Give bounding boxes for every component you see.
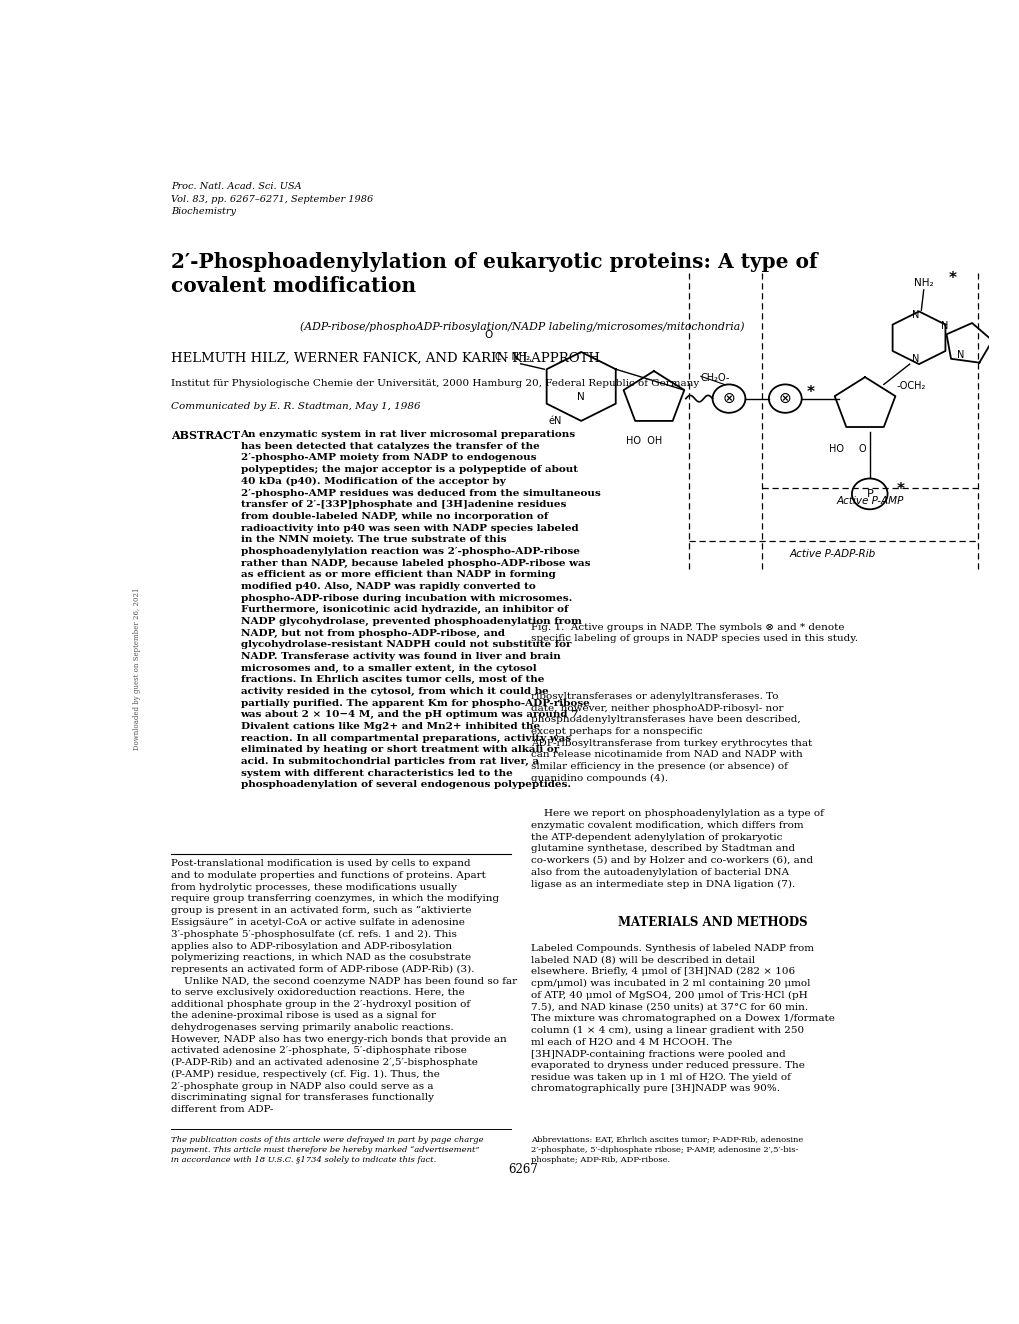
Text: *: * — [896, 482, 904, 498]
Text: Proc. Natl. Acad. Sci. USA
Vol. 83, pp. 6267–6271, September 1986
Biochemistry: Proc. Natl. Acad. Sci. USA Vol. 83, pp. … — [171, 183, 373, 216]
Text: *: * — [806, 385, 814, 400]
Text: N: N — [956, 350, 963, 360]
Text: N: N — [911, 354, 918, 364]
Text: ⊗: ⊗ — [721, 391, 735, 406]
Text: HO  OH: HO OH — [626, 436, 662, 446]
Text: ribosyltransferases or adenylyltransferases. To
date, however, neither phosphoAD: ribosyltransferases or adenylyltransfera… — [530, 692, 811, 782]
Text: MATERIALS AND METHODS: MATERIALS AND METHODS — [618, 916, 806, 929]
Text: N: N — [941, 322, 948, 331]
Text: O: O — [858, 445, 866, 454]
Text: HO: HO — [828, 445, 844, 454]
Text: An enzymatic system in rat liver microsomal preparations
has been detected that : An enzymatic system in rat liver microso… — [240, 430, 600, 789]
Text: Abbreviations: EAT, Ehrlich ascites tumor; P-ADP-Rib, adenosine
2′-phosphate, 5′: Abbreviations: EAT, Ehrlich ascites tumo… — [530, 1136, 802, 1164]
Text: Post-translational modification is used by cells to expand
and to modulate prope: Post-translational modification is used … — [171, 859, 498, 974]
Text: Communicated by E. R. Stadtman, May 1, 1986: Communicated by E. R. Stadtman, May 1, 1… — [171, 401, 420, 410]
Text: Unlike NAD, the second coenzyme NADP has been found so far
to serve exclusively : Unlike NAD, the second coenzyme NADP has… — [171, 977, 517, 1113]
Text: P: P — [865, 489, 872, 499]
Text: 6267: 6267 — [507, 1162, 537, 1176]
Text: O: O — [483, 330, 491, 340]
Text: NH₂: NH₂ — [913, 278, 932, 289]
Text: Labeled Compounds. Synthesis of labeled NADP from
labeled NAD (8) will be descri: Labeled Compounds. Synthesis of labeled … — [530, 944, 834, 1094]
Text: éN: éN — [548, 416, 561, 426]
Text: HELMUTH HILZ, WERNER FANICK, AND KARIN KLAPPROTH: HELMUTH HILZ, WERNER FANICK, AND KARIN K… — [171, 352, 599, 364]
Text: C - NH₂: C - NH₂ — [494, 352, 530, 361]
Text: 2′-Phosphoadenylylation of eukaryotic proteins: A type of
covalent modification: 2′-Phosphoadenylylation of eukaryotic pr… — [171, 252, 817, 295]
Text: Institut für Physiologische Chemie der Universität, 2000 Hamburg 20, Federal Rep: Institut für Physiologische Chemie der U… — [171, 379, 699, 388]
Text: ⊗: ⊗ — [779, 391, 791, 406]
Text: -OCH₂: -OCH₂ — [896, 381, 925, 392]
Text: Here we report on phosphoadenylylation as a type of
enzymatic covalent modificat: Here we report on phosphoadenylylation a… — [530, 809, 822, 888]
Text: N: N — [577, 392, 585, 401]
Text: *: * — [948, 271, 956, 286]
Text: The publication costs of this article were defrayed in part by page charge
payme: The publication costs of this article we… — [171, 1136, 483, 1164]
Text: ABSTRACT: ABSTRACT — [171, 430, 239, 441]
Text: Active P-AMP: Active P-AMP — [836, 496, 903, 506]
Text: Fig. 1.  Active groups in NADP. The symbols ⊗ and * denote
specific labeling of : Fig. 1. Active groups in NADP. The symbo… — [530, 622, 857, 643]
Text: Downloaded by guest on September 26, 2021: Downloaded by guest on September 26, 202… — [132, 588, 141, 749]
Text: (ADP-ribose/phosphoADP-ribosylation/NADP labeling/microsomes/mitochondria): (ADP-ribose/phosphoADP-ribosylation/NADP… — [301, 320, 744, 331]
Text: CH₂O-: CH₂O- — [700, 373, 729, 384]
Text: N: N — [911, 311, 918, 320]
Text: Active P-ADP-Rib: Active P-ADP-Rib — [790, 548, 875, 559]
